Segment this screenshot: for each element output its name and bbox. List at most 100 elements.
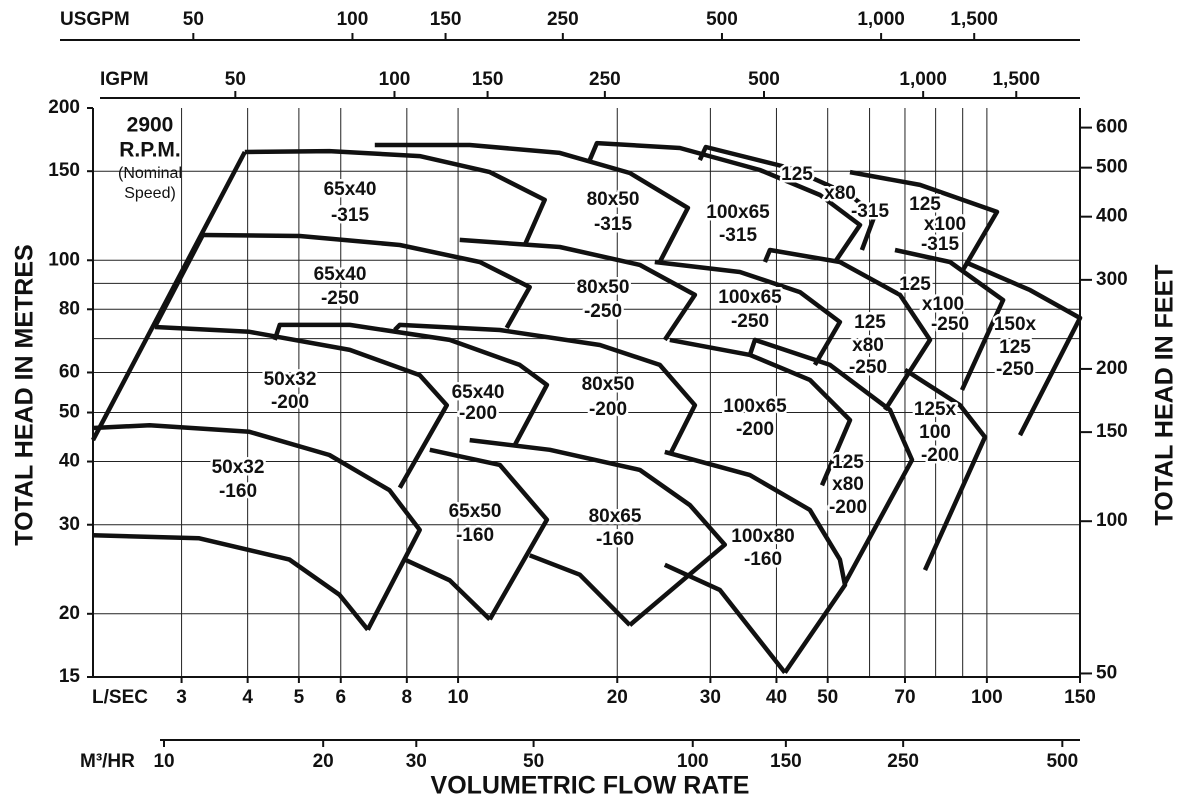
tile-label: 65x40 — [452, 382, 505, 403]
tile-outline — [747, 337, 915, 585]
tile-label: -250 — [931, 314, 969, 335]
tile-outline — [92, 532, 370, 632]
tile-outline — [244, 148, 547, 246]
tile-label: x100 — [924, 214, 966, 235]
tile-label: -250 — [321, 288, 359, 309]
y2-tick-label: 200 — [1096, 358, 1128, 379]
y-tick-label: 150 — [48, 160, 80, 181]
x-tick-label: 30 — [700, 687, 721, 708]
x-tick-label: 20 — [607, 687, 628, 708]
y-tick-label: 40 — [59, 451, 80, 472]
tile-label: 125 — [899, 274, 931, 295]
tile-label: 125 — [909, 194, 941, 215]
flow-axis-tick-label: 50 — [183, 9, 204, 30]
flow-axis-tick-label: 1,000 — [899, 69, 947, 90]
flow-axis-tick-label: 100 — [379, 69, 411, 90]
tile-label: x80 — [824, 183, 856, 204]
tile-label: -250 — [996, 359, 1034, 380]
flow-axis-tick-label: 20 — [313, 751, 334, 772]
flow-axis-tick-label: 250 — [589, 69, 621, 90]
tile-label: 125 — [832, 452, 864, 473]
tile-outline — [849, 169, 1000, 272]
y-tick-label: 200 — [48, 97, 80, 118]
tile-label: 80x50 — [587, 189, 640, 210]
tile-outline — [964, 259, 1083, 437]
y2-tick-label: 600 — [1096, 117, 1128, 138]
rpm-annotation: 2900 — [127, 114, 174, 137]
y-tick-label: 50 — [59, 402, 80, 423]
flow-axis-tick-label: 100 — [677, 751, 709, 772]
flow-axis-tick-label: 150 — [430, 9, 462, 30]
tile-label: 100x65 — [718, 287, 782, 308]
tile-label: x100 — [922, 294, 964, 315]
tile-label: 100x65 — [706, 202, 770, 223]
tile-outline — [459, 237, 698, 342]
x-tick-label: 6 — [335, 687, 346, 708]
tile-label: 80x50 — [577, 277, 630, 298]
y2-axis-title: TOTAL HEAD IN FEET — [1151, 264, 1179, 525]
flow-axis-tick-label: 500 — [748, 69, 780, 90]
y-tick-label: 15 — [59, 666, 81, 687]
y2-tick-label: 100 — [1096, 510, 1128, 531]
x-tick-label: 5 — [294, 687, 305, 708]
tile-label: -200 — [921, 445, 959, 466]
flow-axis-tick-label: 50 — [225, 69, 246, 90]
flow-axis-tick-label: 250 — [887, 751, 919, 772]
tile-label: 125 — [854, 312, 886, 333]
tile-outline — [272, 322, 550, 447]
tile-label: 125 — [781, 164, 813, 185]
flow-axis-tick-label: 1,000 — [857, 9, 905, 30]
rpm-annotation: Speed) — [124, 185, 176, 202]
tile-label: -200 — [271, 392, 309, 413]
flow-axis-name: M³/HR — [80, 751, 135, 772]
tile-label: -200 — [736, 419, 774, 440]
tile-outline — [587, 140, 863, 264]
y-tick-label: 20 — [59, 603, 80, 624]
tile-label: 100 — [919, 422, 951, 443]
tile-label: -160 — [456, 525, 494, 546]
tile-outline — [654, 259, 843, 367]
tile-outline — [697, 144, 878, 251]
tile-outline — [669, 337, 853, 487]
tile-label: 80x50 — [582, 374, 635, 395]
x-axis-title: VOLUMETRIC FLOW RATE — [431, 772, 750, 800]
tile-outline — [528, 553, 632, 627]
flow-axis-tick-label: 150 — [472, 69, 504, 90]
x-tick-label: 3 — [176, 687, 187, 708]
tile-label: 50x32 — [264, 369, 317, 390]
tile-label: -315 — [331, 205, 369, 226]
x-tick-label: 150 — [1064, 687, 1096, 708]
tile-outline — [663, 562, 787, 674]
tile-outline — [152, 233, 205, 329]
tile-label: -250 — [584, 301, 622, 322]
flow-axis-tick-label: 100 — [337, 9, 369, 30]
tile-outline — [429, 447, 550, 621]
flow-axis-tick-label: 50 — [523, 751, 544, 772]
tile-label: 65x50 — [449, 501, 502, 522]
tile-label: -200 — [589, 399, 627, 420]
tile-label: -160 — [219, 481, 257, 502]
tile-label: -315 — [851, 201, 889, 222]
tile-label: -250 — [731, 311, 769, 332]
x-tick-label: 40 — [766, 687, 787, 708]
tile-outline — [762, 247, 933, 412]
flow-axis-tick-label: 10 — [153, 751, 174, 772]
tile-label: 65x40 — [314, 264, 367, 285]
y-tick-label: 30 — [59, 514, 80, 535]
tile-label: -200 — [829, 497, 867, 518]
tile-label: -315 — [921, 234, 959, 255]
y-axis-title: TOTAL HEAD IN METRES — [11, 244, 39, 545]
tile-outline — [202, 232, 532, 330]
flow-axis-tick-label: 30 — [406, 751, 427, 772]
flow-axis-name: USGPM — [60, 9, 130, 30]
y2-tick-label: 300 — [1096, 269, 1128, 290]
tile-outline — [393, 322, 698, 457]
y-tick-label: 80 — [59, 298, 80, 319]
tile-label: -315 — [594, 214, 632, 235]
x-tick-label: 70 — [894, 687, 915, 708]
x-unit-label: L/SEC — [92, 687, 148, 708]
flow-axis-tick-label: 500 — [1046, 751, 1078, 772]
tile-label: 100x80 — [731, 526, 794, 547]
tile-outline — [469, 437, 728, 627]
tile-outline — [664, 449, 848, 674]
